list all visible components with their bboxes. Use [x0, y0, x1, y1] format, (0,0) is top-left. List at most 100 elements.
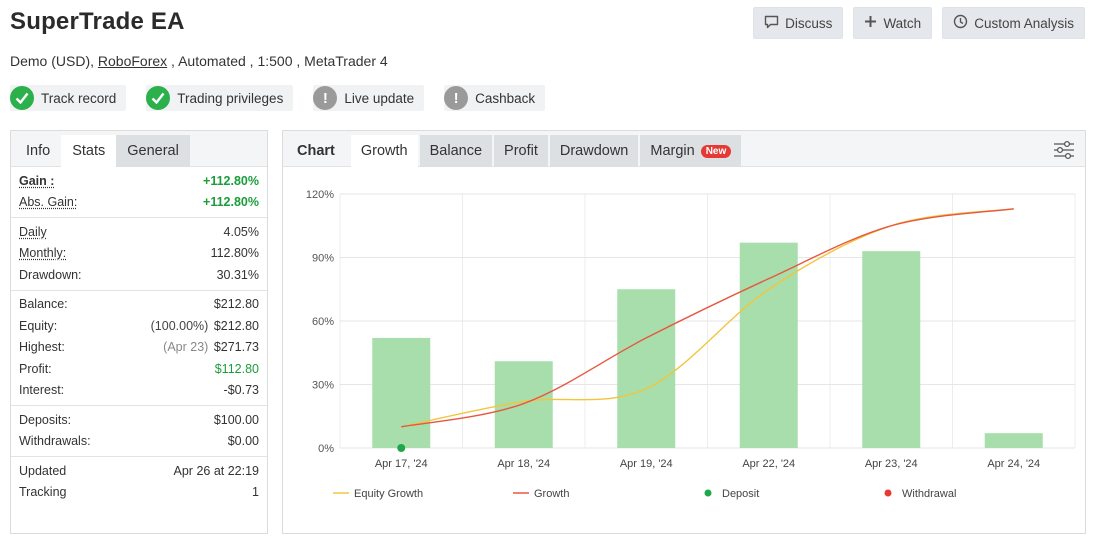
gain-value: +112.80%: [203, 173, 259, 188]
equity-percent: (100.00%): [150, 318, 209, 333]
badge-trading-privileges[interactable]: Trading privileges: [146, 85, 294, 111]
balance-group: Balance: $212.80 Equity: (100.00%) $212.…: [11, 291, 267, 406]
tab-margin[interactable]: Margin New: [640, 135, 742, 167]
tab-balance[interactable]: Balance: [419, 135, 493, 167]
stat-row-interest: Interest: -$0.73: [19, 380, 259, 402]
discuss-label: Discuss: [785, 15, 833, 31]
tab-drawdown[interactable]: Drawdown: [549, 135, 639, 167]
watch-button[interactable]: Watch: [853, 7, 933, 39]
balance-label: Balance:: [19, 297, 68, 312]
clock-icon: [953, 14, 968, 32]
tab-profit[interactable]: Profit: [494, 135, 548, 167]
chart-panel: Chart Growth Balance Profit Drawdown Mar…: [282, 130, 1086, 534]
stat-row-deposits: Deposits: $100.00: [19, 409, 259, 431]
account-type: Demo (USD),: [10, 53, 98, 69]
stat-row-balance: Balance: $212.80: [19, 294, 259, 316]
chart-tabs: Chart Growth Balance Profit Drawdown Mar…: [283, 131, 1085, 167]
balance-value: $212.80: [213, 297, 259, 312]
highest-value-wrap: (Apr 23) $271.73: [163, 340, 259, 354]
chart-heading: Chart: [297, 143, 335, 159]
legend-label: Equity Growth: [354, 488, 423, 500]
x-tick-label: Apr 23, '24: [865, 458, 918, 470]
deposit-marker: [397, 444, 406, 452]
tracking-label: Tracking: [19, 485, 67, 500]
interest-label: Interest:: [19, 383, 65, 398]
stat-row-updated: Updated Apr 26 at 22:19: [19, 460, 259, 482]
badge-label: Cashback: [475, 90, 536, 106]
badge-label: Live update: [344, 90, 415, 106]
updated-group: Updated Apr 26 at 22:19 Tracking 1: [11, 457, 267, 507]
stats-tabs: Info Stats General: [11, 131, 267, 167]
tab-info[interactable]: Info: [26, 143, 51, 159]
highest-label: Highest:: [19, 340, 65, 355]
badge-label: Trading privileges: [177, 90, 284, 106]
custom-analysis-button[interactable]: Custom Analysis: [942, 7, 1085, 39]
tab-stats[interactable]: Stats: [61, 135, 117, 167]
equity-value-wrap: (100.00%) $212.80: [151, 319, 259, 333]
legend-dot-swatch: [884, 489, 892, 497]
x-tick-label: Apr 17, '24: [375, 458, 428, 470]
x-tick-label: Apr 19, '24: [620, 458, 673, 470]
tab-growth[interactable]: Growth: [350, 135, 418, 167]
y-tick-label: 120%: [306, 189, 334, 201]
badge-track-record[interactable]: Track record: [10, 85, 127, 111]
updated-label: Updated: [19, 463, 67, 478]
stat-row-drawdown: Drawdown: 30.31%: [19, 264, 259, 286]
y-tick-label: 60%: [312, 316, 334, 328]
discuss-button[interactable]: Discuss: [753, 7, 844, 39]
plus-icon: [864, 15, 877, 31]
watch-label: Watch: [883, 15, 922, 31]
growth-chart[interactable]: 0% 30% 60% 90% 120% Apr 17, '24 Apr 18, '24 Apr…: [283, 168, 1085, 534]
exclamation-icon: !: [313, 86, 338, 110]
drawdown-value: 30.31%: [216, 267, 259, 282]
stat-row-tracking: Tracking 1: [19, 482, 259, 504]
profit-value: $112.80: [214, 361, 259, 376]
x-tick-label: Apr 24, '24: [987, 458, 1040, 470]
withdrawals-label: Withdrawals:: [19, 434, 91, 449]
stat-row-daily: Daily 4.05%: [19, 221, 259, 243]
broker-link[interactable]: RoboForex: [97, 53, 168, 69]
deposits-group: Deposits: $100.00 Withdrawals: $0.00: [11, 406, 267, 457]
deposits-value: $100.00: [213, 412, 259, 427]
growth-bar: [862, 251, 921, 448]
chat-icon: [764, 15, 779, 32]
drawdown-label: Drawdown:: [19, 267, 82, 282]
updated-value: Apr 26 at 22:19: [173, 463, 259, 478]
action-bar: Discuss Watch Custom Analysis: [753, 7, 1085, 39]
legend-label: Deposit: [722, 488, 759, 500]
margin-label: Margin: [650, 143, 695, 159]
stat-row-gain: Gain : +112.80%: [19, 170, 259, 192]
interest-value: -$0.73: [223, 383, 259, 398]
growth-bar: [984, 433, 1043, 448]
badge-live-update[interactable]: ! Live update: [313, 85, 425, 111]
check-icon: [146, 86, 171, 110]
legend-label: Growth: [534, 488, 569, 500]
gain-label[interactable]: Gain :: [19, 173, 55, 188]
tracking-value: 1: [252, 485, 259, 500]
stat-row-equity: Equity: (100.00%) $212.80: [19, 315, 259, 337]
exclamation-icon: !: [444, 86, 469, 110]
growth-bar: [372, 337, 431, 448]
deposits-label: Deposits:: [19, 412, 72, 427]
rate-group: Daily 4.05% Monthly: 112.80% Drawdown: 3…: [11, 218, 267, 291]
badge-cashback[interactable]: ! Cashback: [444, 85, 546, 111]
stat-row-abs-gain: Abs. Gain: +112.80%: [19, 192, 259, 214]
highest-value: $271.73: [213, 340, 259, 355]
growth-bar: [617, 289, 676, 448]
abs-gain-label[interactable]: Abs. Gain:: [19, 195, 78, 210]
daily-label[interactable]: Daily: [19, 224, 47, 239]
x-tick-label: Apr 22, '24: [742, 458, 795, 470]
stat-row-highest: Highest: (Apr 23) $271.73: [19, 337, 259, 359]
monthly-value: 112.80%: [210, 246, 259, 261]
daily-value: 4.05%: [223, 224, 259, 239]
equity-label: Equity:: [19, 318, 58, 333]
tab-general[interactable]: General: [116, 135, 190, 167]
y-tick-label: 90%: [312, 253, 334, 265]
monthly-label[interactable]: Monthly:: [19, 246, 67, 261]
filter-settings-icon[interactable]: [1053, 140, 1075, 165]
highest-date: (Apr 23): [163, 340, 209, 355]
y-tick-label: 0%: [318, 443, 334, 455]
legend-label: Withdrawal: [902, 488, 956, 500]
new-badge: New: [700, 144, 732, 158]
equity-value: $212.80: [213, 318, 259, 333]
